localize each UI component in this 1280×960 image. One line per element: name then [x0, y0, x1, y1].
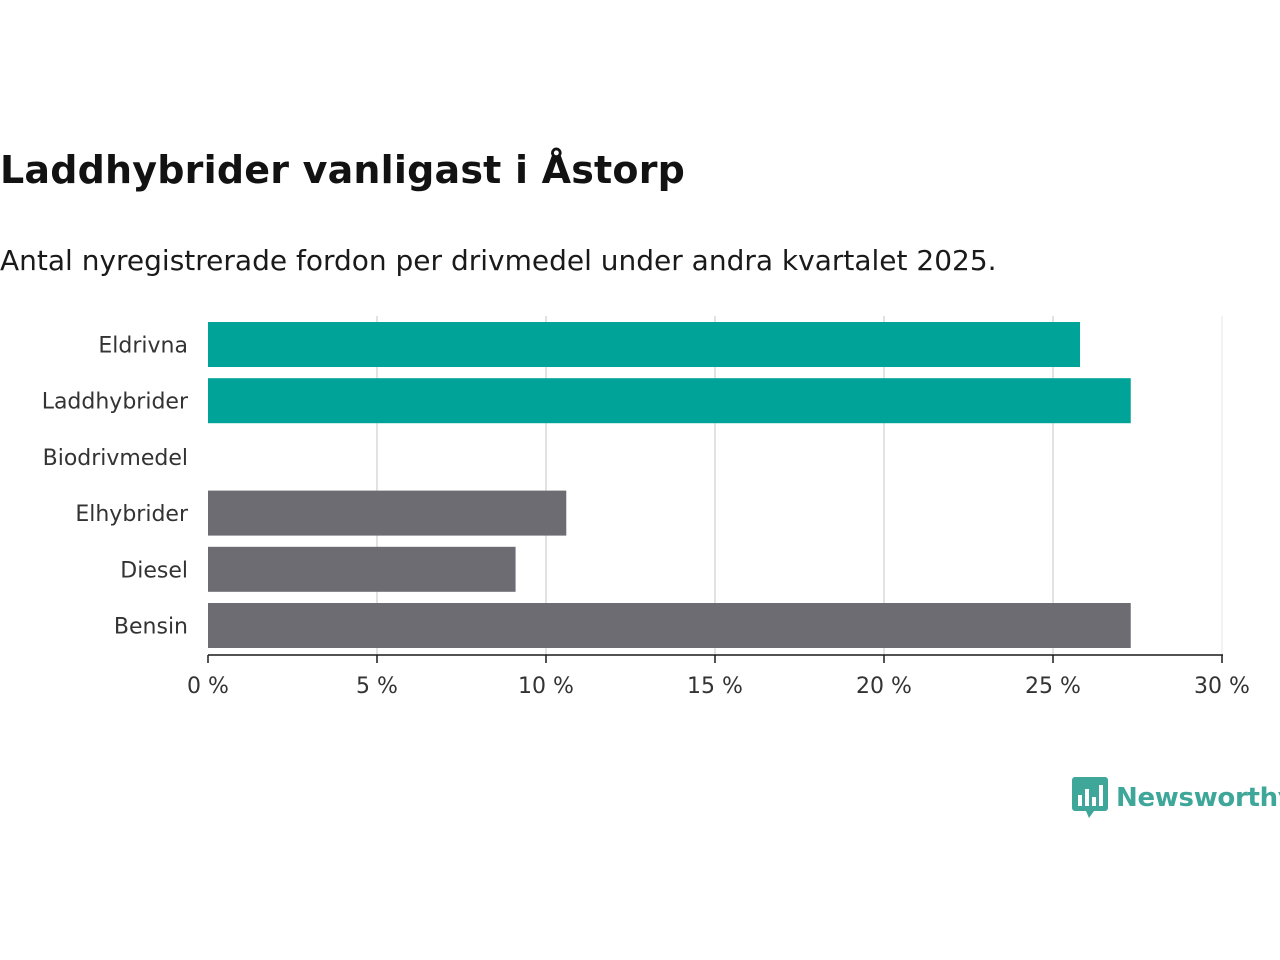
- x-tick-label: 10 %: [518, 674, 574, 699]
- logo-text: Newsworthy: [1116, 783, 1280, 813]
- bars: [208, 322, 1131, 648]
- bar: [208, 546, 516, 592]
- category-label: Elhybrider: [75, 502, 189, 527]
- chart-title: Laddhybrider vanligast i Åstorp: [0, 148, 686, 192]
- x-tick-label: 20 %: [856, 674, 912, 699]
- bar: [208, 378, 1131, 424]
- x-tick-label: 15 %: [687, 674, 743, 699]
- category-label: Laddhybrider: [42, 390, 189, 415]
- category-labels: Eldrivna Laddhybrider Biodrivmedel Elhybrid…: [42, 334, 189, 640]
- newsworthy-logo: Newsworthy: [1072, 776, 1280, 820]
- x-tick-label: 5 %: [356, 674, 398, 699]
- x-axis: 0 % 5 % 10 % 15 % 20 % 25 % 30 %: [187, 654, 1250, 699]
- chart-subtitle: Antal nyregistrerade fordon per drivmede…: [0, 244, 997, 277]
- bar-chart: Eldrivna Laddhybrider Biodrivmedel Elhybrid…: [42, 316, 1250, 699]
- bar: [208, 490, 567, 536]
- gridlines: [376, 316, 1223, 655]
- bar-chart-speech-bubble-icon: [1072, 777, 1108, 818]
- category-label: Bensin: [114, 615, 188, 640]
- x-tick-label: 30 %: [1194, 674, 1250, 699]
- x-tick-label: 25 %: [1025, 674, 1081, 699]
- bar: [208, 603, 1131, 648]
- x-tick-label: 0 %: [187, 674, 229, 699]
- bar: [208, 322, 1081, 367]
- category-label: Eldrivna: [98, 334, 188, 359]
- category-label: Biodrivmedel: [43, 446, 188, 471]
- category-label: Diesel: [120, 558, 188, 583]
